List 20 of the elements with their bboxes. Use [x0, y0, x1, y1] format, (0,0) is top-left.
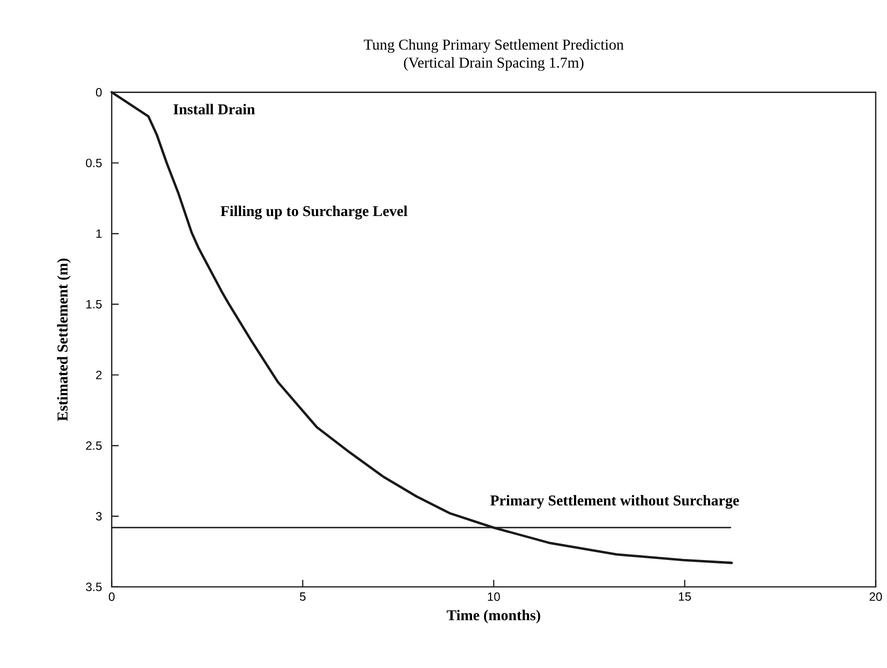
y-tick-label: 0	[96, 88, 102, 97]
y-tick-label: 0.5	[86, 158, 102, 168]
y-tick-label: 1	[96, 229, 102, 238]
chart-subtitle: (Vertical Drain Spacing 1.7m)	[404, 57, 584, 71]
y-tick-label: 3	[96, 512, 102, 521]
annotation: Filling up to Surcharge Level	[220, 206, 408, 220]
x-tick-label: 0	[108, 592, 115, 601]
series-label: Primary Settlement without Surcharge	[490, 494, 739, 509]
chart-title: Tung Chung Primary Settlement Prediction	[364, 39, 624, 53]
x-tick-label: 10	[488, 592, 500, 601]
x-tick-label: 5	[300, 592, 306, 601]
y-tick-label: 2	[96, 370, 102, 380]
y-tick-label: 2.5	[86, 441, 102, 450]
y-tick-label: 1.5	[86, 300, 102, 308]
y-tick-label: 3.5	[86, 582, 102, 592]
x-tick-label: 15	[678, 592, 691, 601]
annotation: Install Drain	[174, 104, 255, 114]
x-tick-label: 20	[870, 592, 882, 601]
x-axis-title: Time (months)	[446, 610, 540, 624]
y-axis-title: Estimated Settlement (m)	[57, 258, 71, 421]
